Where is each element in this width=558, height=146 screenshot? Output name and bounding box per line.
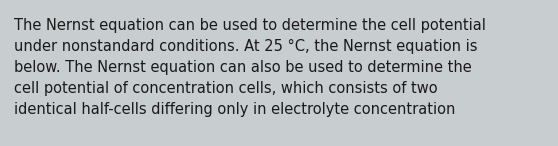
Text: The Nernst equation can be used to determine the cell potential
under nonstandar: The Nernst equation can be used to deter… bbox=[14, 18, 486, 117]
